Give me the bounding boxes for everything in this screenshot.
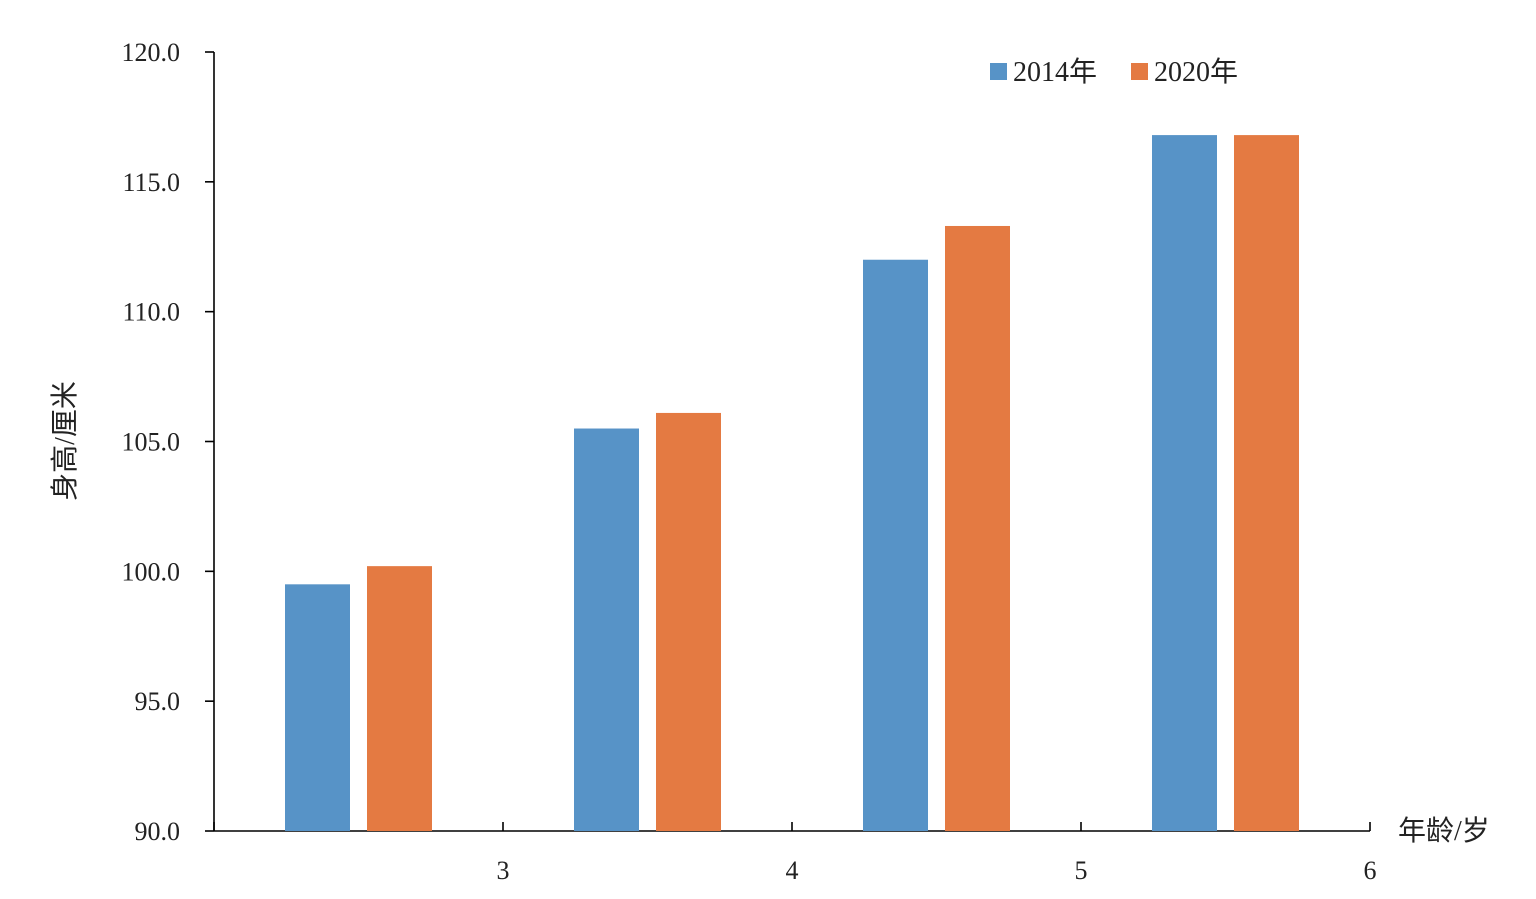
bar-2020年-1 <box>656 412 721 831</box>
y-tick-label: 95.0 <box>135 687 181 716</box>
legend-swatch-1 <box>1131 63 1148 80</box>
legend-swatch-0 <box>990 63 1007 80</box>
x-tick-label: 5 <box>1075 856 1088 885</box>
y-axis: 90.0 95.0 100.0 105.0 110.0 115.0 120.0 <box>122 38 215 846</box>
y-tick-label: 90.0 <box>135 817 181 846</box>
y-tick-label: 110.0 <box>122 298 180 327</box>
legend: 2014年 2020年 <box>990 56 1238 88</box>
bar-2020年-2 <box>945 225 1010 831</box>
y-axis-title: 身高/厘米 <box>49 381 81 501</box>
x-tick-label: 4 <box>786 856 799 885</box>
x-tick-label: 3 <box>497 856 510 885</box>
y-tick-label: 100.0 <box>122 557 181 586</box>
x-tick-label: 6 <box>1364 856 1377 885</box>
y-tick-label: 115.0 <box>122 168 180 197</box>
x-axis-title: 年龄/岁 <box>1398 815 1490 847</box>
bar-2014年-0 <box>285 584 350 831</box>
x-axis: 3 4 5 6 <box>213 822 1377 885</box>
bar-2020年-3 <box>1234 135 1299 832</box>
y-tick-label: 105.0 <box>122 428 181 457</box>
y-tick-label: 120.0 <box>122 38 181 67</box>
bar-2014年-1 <box>574 428 639 831</box>
bar-2014年-3 <box>1152 135 1217 832</box>
bar-2014年-2 <box>863 259 928 831</box>
legend-label-1: 2020年 <box>1154 56 1238 88</box>
legend-label-0: 2014年 <box>1013 56 1097 88</box>
bar-2020年-0 <box>367 566 432 831</box>
bars-group <box>285 135 1299 832</box>
